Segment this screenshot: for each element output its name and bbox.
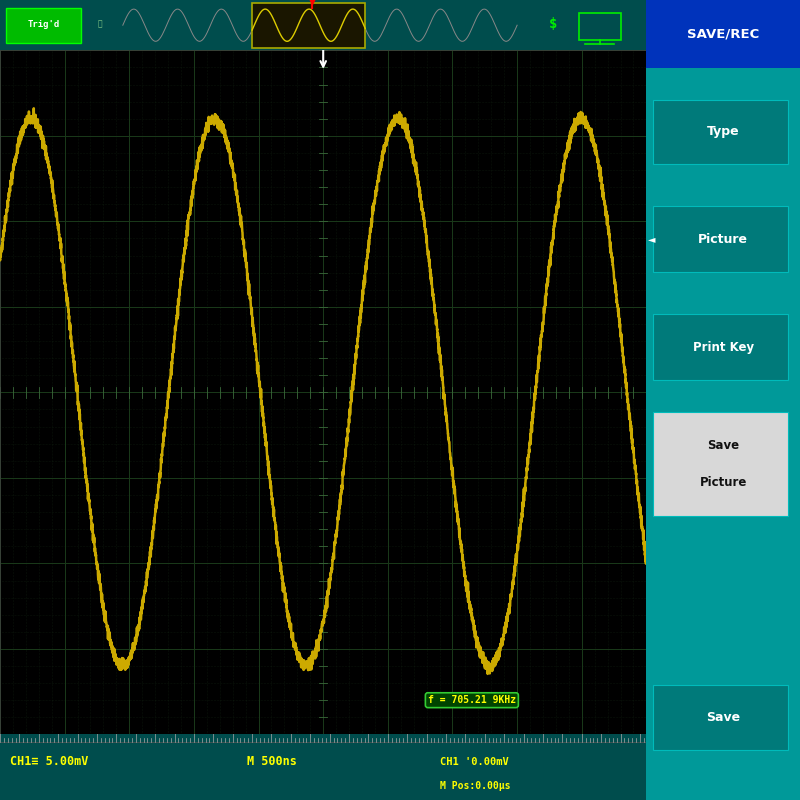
Bar bbox=[578, 13, 621, 40]
Bar bbox=[646, 0, 800, 68]
Text: M 500ns: M 500ns bbox=[246, 755, 297, 769]
Text: Picture: Picture bbox=[698, 233, 748, 246]
Text: Type: Type bbox=[707, 126, 739, 138]
Text: 🔒: 🔒 bbox=[98, 20, 102, 29]
Bar bbox=[653, 314, 788, 380]
Text: Print Key: Print Key bbox=[693, 341, 754, 354]
Bar bbox=[252, 2, 366, 48]
Bar bbox=[653, 412, 788, 516]
Text: SAVE/REC: SAVE/REC bbox=[687, 28, 759, 41]
Text: $: $ bbox=[549, 17, 557, 31]
Text: CH1≡ 5.00mV: CH1≡ 5.00mV bbox=[10, 755, 88, 769]
Text: Trig'd: Trig'd bbox=[28, 20, 60, 29]
Text: Save: Save bbox=[707, 438, 739, 452]
Bar bbox=[653, 100, 788, 164]
Text: Picture: Picture bbox=[699, 476, 747, 490]
Text: Save: Save bbox=[706, 711, 740, 724]
Bar bbox=[6, 7, 81, 43]
Bar bbox=[653, 685, 788, 750]
Bar bbox=[653, 206, 788, 272]
Text: M Pos:0.00μs: M Pos:0.00μs bbox=[439, 781, 510, 790]
Text: f = 705.21 9KHz: f = 705.21 9KHz bbox=[428, 695, 516, 706]
Text: CH1 '0.00mV: CH1 '0.00mV bbox=[439, 757, 508, 767]
Text: ◄: ◄ bbox=[648, 234, 655, 244]
